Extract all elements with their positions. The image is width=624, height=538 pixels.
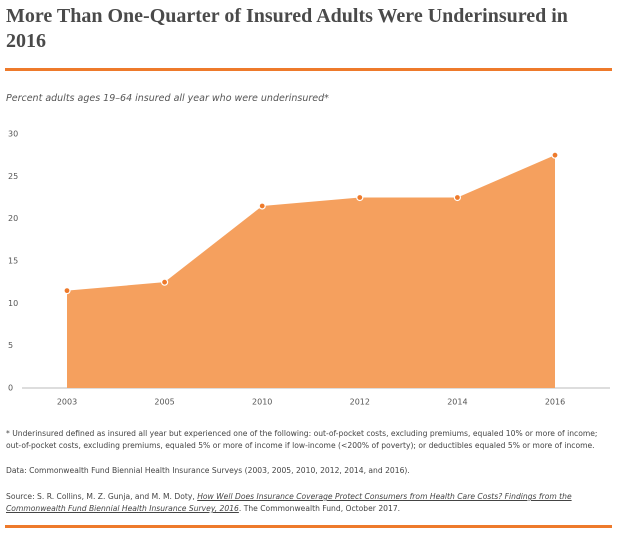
point	[551, 151, 559, 159]
point	[258, 202, 266, 210]
y-tick-label: 10	[8, 299, 18, 308]
chart-subtitle: Percent adults ages 19–64 insured all ye…	[6, 93, 329, 104]
chart: 0 5 10 15 20 25 30 2003 2005 2010 2012 2014 2016	[8, 130, 610, 407]
y-tick-label: 5	[8, 341, 13, 350]
rule	[5, 68, 612, 71]
x-tick-label: 2003	[57, 398, 77, 407]
data-note: Data: Commonwealth Fund Biennial Health …	[6, 466, 410, 475]
source-suffix: . The Commonwealth Fund, October 2017.	[238, 504, 401, 513]
y-tick-label: 25	[8, 172, 18, 181]
source-note: Source: S. R. Collins, M. Z. Gunja, and …	[6, 491, 606, 515]
point	[356, 193, 364, 202]
area	[67, 155, 555, 388]
x-tick-label: 2014	[447, 398, 467, 407]
y-tick-label: 0	[8, 384, 13, 393]
chart-title: More Than One-Quarter of Insured Adults …	[6, 5, 568, 52]
source-prefix: Source: S. R. Collins, M. Z. Gunja, and …	[6, 492, 195, 501]
footnote: * Underinsured defined as insured all ye…	[6, 429, 598, 450]
x-tick-label: 2016	[545, 398, 565, 407]
y-tick-label: 20	[8, 214, 18, 223]
x-tick-label: 2012	[350, 398, 370, 407]
y-tick-label: 15	[8, 257, 18, 266]
y-tick-label: 30	[8, 130, 18, 139]
source-link[interactable]: How Well Does Insurance Coverage Protect…	[6, 492, 572, 513]
x-tick-label: 2010	[252, 398, 272, 407]
point	[63, 287, 71, 295]
x-tick-label: 2005	[154, 398, 174, 407]
point	[161, 278, 169, 286]
point	[453, 193, 461, 202]
rule	[5, 525, 612, 528]
